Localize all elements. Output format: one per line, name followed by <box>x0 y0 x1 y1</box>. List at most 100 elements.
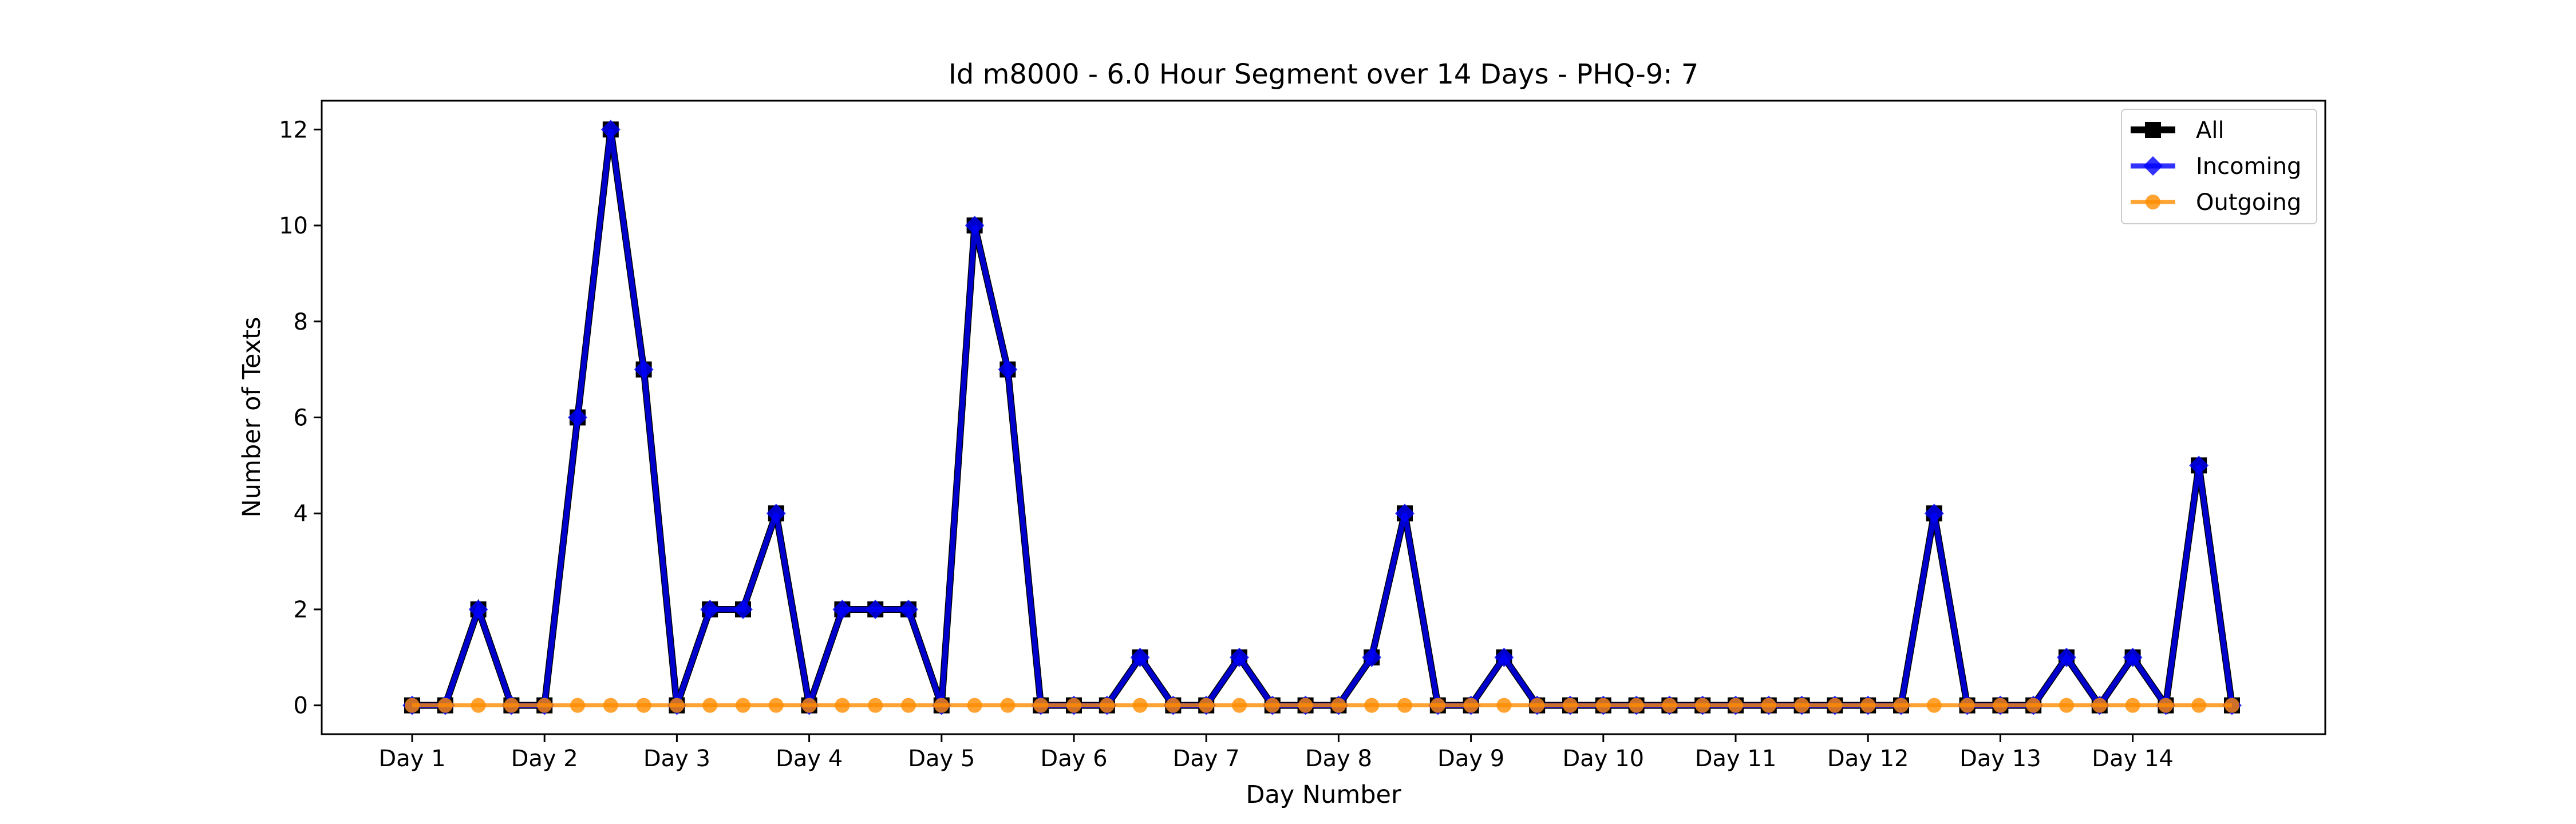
data-point-outgoing <box>1265 698 1280 713</box>
data-point-incoming <box>733 599 753 619</box>
data-point-outgoing <box>1794 698 1809 713</box>
data-point-incoming <box>600 120 621 140</box>
x-tick-label: Day 9 <box>1437 746 1504 772</box>
plot-area <box>402 120 2242 715</box>
data-point-outgoing <box>2225 698 2239 713</box>
data-point-outgoing <box>1397 698 1412 713</box>
data-point-outgoing <box>1761 698 1776 713</box>
chart-title: Id m8000 - 6.0 Hour Segment over 14 Days… <box>949 58 1699 90</box>
x-axis: Day 1 Day 2 Day 3 Day 4 Day 5 Day 6 Day 7 Day 8… <box>378 734 2174 772</box>
y-tick-label: 4 <box>294 501 308 527</box>
x-tick-label: Day 6 <box>1040 746 1107 772</box>
data-point-incoming <box>1924 504 1944 524</box>
data-point-outgoing <box>901 698 916 713</box>
data-point-outgoing <box>1894 698 1909 713</box>
x-tick-label: Day 5 <box>908 746 975 772</box>
series-outgoing <box>405 698 2239 713</box>
legend-box <box>2121 109 2317 224</box>
data-point-outgoing <box>1199 698 1214 713</box>
data-point-incoming <box>832 599 852 619</box>
data-point-outgoing <box>669 698 685 713</box>
y-tick-label: 0 <box>294 693 308 719</box>
x-tick-label: Day 2 <box>511 746 578 772</box>
data-point-outgoing <box>801 698 817 713</box>
data-point-outgoing <box>1000 698 1016 713</box>
y-axis-label: Number of Texts <box>238 317 266 518</box>
y-tick-label: 12 <box>279 117 308 143</box>
x-tick-label: Day 10 <box>1562 746 1644 772</box>
data-point-incoming <box>766 504 786 524</box>
legend-marker-all <box>2145 122 2161 138</box>
legend-label-all: All <box>2196 117 2225 144</box>
data-point-incoming <box>1395 504 1415 524</box>
data-point-incoming <box>1230 647 1249 667</box>
series-incoming <box>402 120 2242 715</box>
series-line-all <box>412 129 2235 715</box>
y-tick-label: 8 <box>294 309 308 335</box>
legend-label-outgoing: Outgoing <box>2196 189 2301 216</box>
data-point-outgoing <box>437 698 453 713</box>
data-point-outgoing <box>636 698 651 713</box>
x-tick-label: Day 8 <box>1305 746 1372 772</box>
data-point-outgoing <box>1463 698 1479 713</box>
x-tick-label: Day 13 <box>1959 746 2041 772</box>
data-point-incoming <box>468 599 488 619</box>
data-point-incoming <box>998 359 1018 379</box>
data-point-outgoing <box>1993 698 2008 713</box>
data-point-outgoing <box>1860 698 1876 713</box>
data-point-outgoing <box>1331 698 1346 713</box>
data-point-incoming <box>1362 647 1382 667</box>
data-point-incoming <box>700 599 720 619</box>
x-tick-label: Day 3 <box>643 746 710 772</box>
data-point-outgoing <box>1496 698 1512 713</box>
data-point-incoming <box>2123 647 2143 667</box>
legend-marker-outgoing <box>2146 195 2160 209</box>
data-point-outgoing <box>934 698 949 713</box>
data-point-outgoing <box>537 698 552 713</box>
data-point-incoming <box>1494 647 1514 667</box>
data-point-outgoing <box>736 698 750 713</box>
series-line-incoming <box>412 129 2235 712</box>
data-point-incoming <box>1130 647 1150 667</box>
data-point-outgoing <box>2026 698 2041 713</box>
data-point-outgoing <box>702 698 718 713</box>
data-point-outgoing <box>967 698 982 713</box>
data-point-outgoing <box>1099 698 1115 713</box>
data-point-outgoing <box>1033 698 1049 713</box>
data-point-incoming <box>2057 647 2076 667</box>
data-point-outgoing <box>471 698 486 713</box>
data-point-outgoing <box>504 698 519 713</box>
legend-marker-incoming <box>2143 156 2163 176</box>
data-point-outgoing <box>1728 698 1743 713</box>
data-point-outgoing <box>1364 698 1380 713</box>
data-point-outgoing <box>1563 698 1578 713</box>
data-point-outgoing <box>1662 698 1677 713</box>
x-tick-label: Day 7 <box>1173 746 1240 772</box>
series-all <box>404 121 2240 715</box>
x-tick-label: Day 4 <box>776 746 843 772</box>
data-point-outgoing <box>1165 698 1181 713</box>
data-point-outgoing <box>1959 698 1975 713</box>
y-tick-label: 2 <box>294 597 308 623</box>
data-point-outgoing <box>1695 698 1710 713</box>
data-point-outgoing <box>2092 698 2107 713</box>
data-point-outgoing <box>1827 698 1843 713</box>
x-tick-label: Day 1 <box>378 746 445 772</box>
data-point-incoming <box>634 359 654 379</box>
data-point-outgoing <box>603 698 618 713</box>
x-tick-label: Day 14 <box>2092 746 2174 772</box>
data-point-outgoing <box>868 698 883 713</box>
x-tick-label: Day 12 <box>1827 746 1909 772</box>
data-point-incoming <box>965 216 985 236</box>
data-point-outgoing <box>2059 698 2074 713</box>
data-point-outgoing <box>2158 698 2174 713</box>
y-tick-label: 10 <box>279 213 308 239</box>
data-point-outgoing <box>1595 698 1611 713</box>
data-point-incoming <box>568 407 587 427</box>
data-point-outgoing <box>1132 698 1148 713</box>
y-axis: 0 2 4 6 8 10 12 <box>279 117 322 719</box>
x-axis-label: Day Number <box>1246 781 1401 809</box>
legend: All Incoming Outgoing <box>2121 109 2317 224</box>
data-point-outgoing <box>1530 698 1545 713</box>
